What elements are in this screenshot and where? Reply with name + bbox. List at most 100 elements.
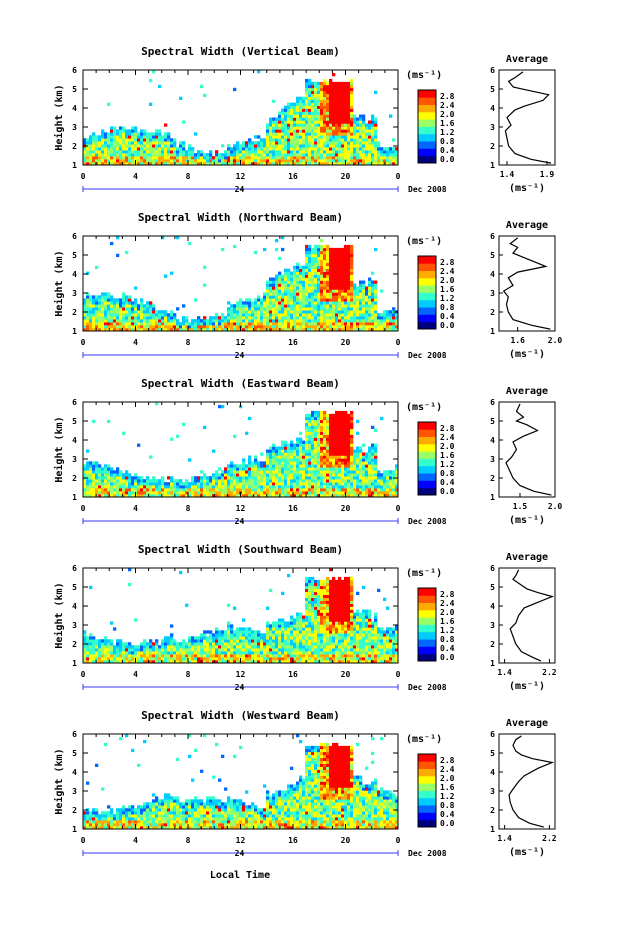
heatmap-cell (179, 485, 183, 489)
heatmap-cell (380, 147, 384, 151)
heatmap-cell (332, 277, 336, 281)
heatmap-cell (128, 138, 132, 142)
heatmap-cell (92, 313, 96, 317)
heatmap-cell (101, 485, 105, 489)
heatmap-cell (206, 494, 210, 498)
heatmap-cell (92, 153, 96, 157)
heatmap-cell (98, 313, 102, 317)
heatmap-cell (341, 265, 345, 269)
heatmap-cell (317, 476, 321, 480)
heatmap-cell (95, 265, 99, 269)
heatmap-cell (185, 156, 189, 160)
heatmap-cell (350, 458, 354, 462)
heatmap-cell (290, 443, 294, 447)
colorbar-swatch (418, 259, 436, 262)
heatmap-cell (191, 476, 195, 480)
heatmap-cell (101, 147, 105, 151)
heatmap-cell (353, 135, 357, 139)
heatmap-cell (275, 479, 279, 483)
heatmap-cell (206, 156, 210, 160)
avg-y-tick-label: 4 (490, 436, 495, 445)
heatmap-cell (137, 319, 141, 323)
heatmap-cell (176, 147, 180, 151)
heatmap-cell (344, 253, 348, 258)
heatmap-cell (335, 316, 339, 320)
heatmap-cell (176, 479, 180, 483)
heatmap-cell (182, 319, 186, 323)
heatmap-cell (323, 319, 327, 323)
heatmap-cell (266, 473, 270, 477)
heatmap-cell (215, 479, 219, 483)
heatmap-cell (182, 147, 186, 151)
heatmap-cell (305, 295, 309, 299)
heatmap-cell (332, 307, 336, 311)
heatmap-cell (161, 141, 165, 145)
heatmap-cell (332, 265, 336, 269)
heatmap-cell (155, 310, 159, 314)
heatmap-cell (284, 488, 288, 492)
heatmap-cell (239, 476, 243, 480)
heatmap-cell (242, 461, 246, 465)
panel-title: Spectral Width (Northward Beam) (138, 211, 343, 224)
heatmap-cell (272, 153, 276, 157)
heatmap-cell (299, 494, 303, 498)
y-tick-label: 4 (72, 104, 77, 113)
heatmap-cell (302, 132, 306, 136)
heatmap-cell (167, 147, 171, 151)
heatmap-cell (344, 298, 348, 302)
heatmap-cell (266, 159, 270, 163)
colorbar-unit: (ms⁻¹) (406, 236, 442, 247)
heatmap-cell (215, 156, 219, 160)
colorbar-swatch (418, 463, 436, 467)
heatmap-cell (221, 325, 225, 329)
heatmap-cell (125, 156, 129, 160)
colorbar-tick-label: 2.8 (440, 424, 455, 433)
heatmap-cell (392, 479, 396, 483)
heatmap-cell (263, 476, 267, 480)
heatmap-cell (101, 307, 105, 311)
heatmap-cell (269, 298, 273, 302)
heatmap-cell (377, 473, 381, 477)
heatmap-cell (266, 295, 270, 299)
heatmap-cell (326, 156, 330, 160)
heatmap-cell (305, 81, 309, 86)
heatmap-cell (341, 431, 345, 435)
heatmap-cell (299, 458, 303, 462)
heatmap-cell (131, 654, 135, 658)
heatmap-cell (302, 449, 306, 453)
heatmap-cell (290, 295, 294, 299)
heatmap-cell (227, 473, 231, 477)
heatmap-cell (338, 87, 342, 92)
heatmap-cell (362, 313, 366, 317)
heatmap-cell (278, 277, 282, 281)
heatmap-cell (344, 289, 348, 293)
heatmap-cell (323, 467, 327, 471)
heatmap-cell (86, 449, 90, 453)
heatmap-cell (101, 156, 105, 160)
heatmap-cell (344, 283, 348, 287)
heatmap-cell (308, 464, 312, 468)
heatmap-cell (326, 452, 330, 456)
heatmap-cell (320, 322, 324, 326)
heatmap-cell (329, 449, 333, 453)
heatmap-cell (269, 123, 273, 127)
heatmap-cell (119, 304, 123, 308)
heatmap-cell (362, 138, 366, 142)
heatmap-cell (362, 141, 366, 145)
heatmap-cell (278, 307, 282, 311)
heatmap-cell (143, 153, 147, 157)
heatmap-cell (104, 156, 108, 160)
heatmap-cell (119, 313, 123, 317)
heatmap-cell (362, 144, 366, 148)
heatmap-cell (350, 467, 354, 471)
heatmap-cell (374, 156, 378, 160)
heatmap-cell (266, 301, 270, 305)
heatmap-cell (329, 479, 333, 483)
heatmap-cell (119, 494, 123, 498)
heatmap-cell (287, 117, 291, 121)
heatmap-cell (359, 126, 363, 130)
heatmap-cell (167, 488, 171, 492)
heatmap-cell (332, 310, 336, 314)
heatmap-cell (347, 274, 351, 278)
heatmap-cell (128, 473, 132, 477)
